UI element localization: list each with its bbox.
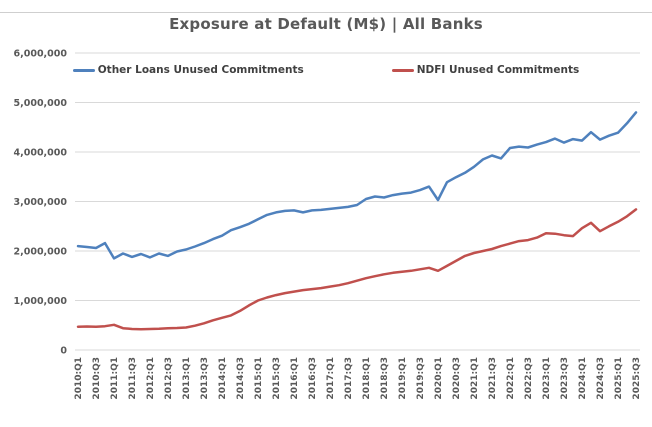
legend-swatch-red-line-icon xyxy=(391,68,414,72)
x-axis-tick-label: 2022:Q1 xyxy=(506,357,516,400)
x-axis-tick-label: 2020:Q1 xyxy=(434,357,444,400)
x-axis-tick-label: 2013:Q3 xyxy=(200,357,210,400)
x-axis-tick-label: 2020:Q3 xyxy=(452,357,462,400)
x-axis-tick-label: 2011:Q1 xyxy=(110,357,120,400)
x-axis-tick-label: 2018:Q3 xyxy=(380,357,390,400)
y-axis-tick-label: 0 xyxy=(60,346,67,357)
x-axis-tick-label: 2012:Q1 xyxy=(146,357,156,400)
y-axis-tick-label: 1,000,000 xyxy=(14,296,68,307)
x-axis-tick-label: 2024:Q3 xyxy=(596,357,606,400)
x-axis-tick-label: 2019:Q3 xyxy=(416,357,426,400)
x-axis-tick-label: 2021:Q1 xyxy=(470,357,480,400)
series-line-ndfi-unused-commitments xyxy=(76,208,638,331)
x-axis-tick-label: 2010:Q3 xyxy=(92,357,102,400)
legend-label: Other Loans Unused Commitments xyxy=(97,64,304,76)
top-divider xyxy=(0,12,652,13)
y-axis-tick-label: 2,000,000 xyxy=(14,247,68,258)
y-axis-tick-label: 4,000,000 xyxy=(14,148,68,159)
x-axis-tick-label: 2023:Q1 xyxy=(542,357,552,400)
x-axis-tick-label: 2015:Q3 xyxy=(272,357,282,400)
legend-item-other-loans: Other Loans Unused Commitments xyxy=(72,64,304,76)
y-axis-tick-label: 3,000,000 xyxy=(14,197,68,208)
x-axis-tick-label: 2014:Q3 xyxy=(236,357,246,400)
x-axis-tick-label: 2011:Q3 xyxy=(128,357,138,400)
x-axis-tick-label: 2014:Q1 xyxy=(218,357,228,400)
x-axis-tick-label: 2024:Q1 xyxy=(578,357,588,400)
legend-swatch-blue-line-icon xyxy=(72,68,95,72)
x-axis-tick-label: 2022:Q3 xyxy=(524,357,534,400)
x-axis-tick-label: 2010:Q1 xyxy=(74,357,84,400)
x-axis-tick-label: 2016:Q3 xyxy=(308,357,318,400)
y-axis-tick-label: 6,000,000 xyxy=(14,49,68,60)
x-axis-tick-label: 2018:Q1 xyxy=(362,357,372,400)
x-axis-tick-label: 2021:Q3 xyxy=(488,357,498,400)
chart-legend: Other Loans Unused Commitments NDFI Unus… xyxy=(0,64,652,76)
chart-title: Exposure at Default (M$) | All Banks xyxy=(169,15,483,33)
x-axis-tick-label: 2016:Q1 xyxy=(290,357,300,400)
x-axis-tick-label: 2025:Q1 xyxy=(614,357,624,400)
x-axis-tick-label: 2017:Q3 xyxy=(344,357,354,400)
x-axis-tick-label: 2025:Q3 xyxy=(632,357,642,400)
x-axis-tick-label: 2019:Q1 xyxy=(398,357,408,400)
y-axis-tick-label: 5,000,000 xyxy=(14,98,68,109)
x-axis-tick-label: 2017:Q1 xyxy=(326,357,336,400)
legend-item-ndfi: NDFI Unused Commitments xyxy=(391,64,580,76)
x-axis-tick-label: 2013:Q1 xyxy=(182,357,192,400)
series-line-other-loans-unused-commitments xyxy=(76,111,638,260)
x-axis-tick-label: 2015:Q1 xyxy=(254,357,264,400)
x-axis-tick-label: 2012:Q3 xyxy=(164,357,174,400)
x-axis-tick-label: 2023:Q3 xyxy=(560,357,570,400)
legend-label: NDFI Unused Commitments xyxy=(416,64,580,76)
